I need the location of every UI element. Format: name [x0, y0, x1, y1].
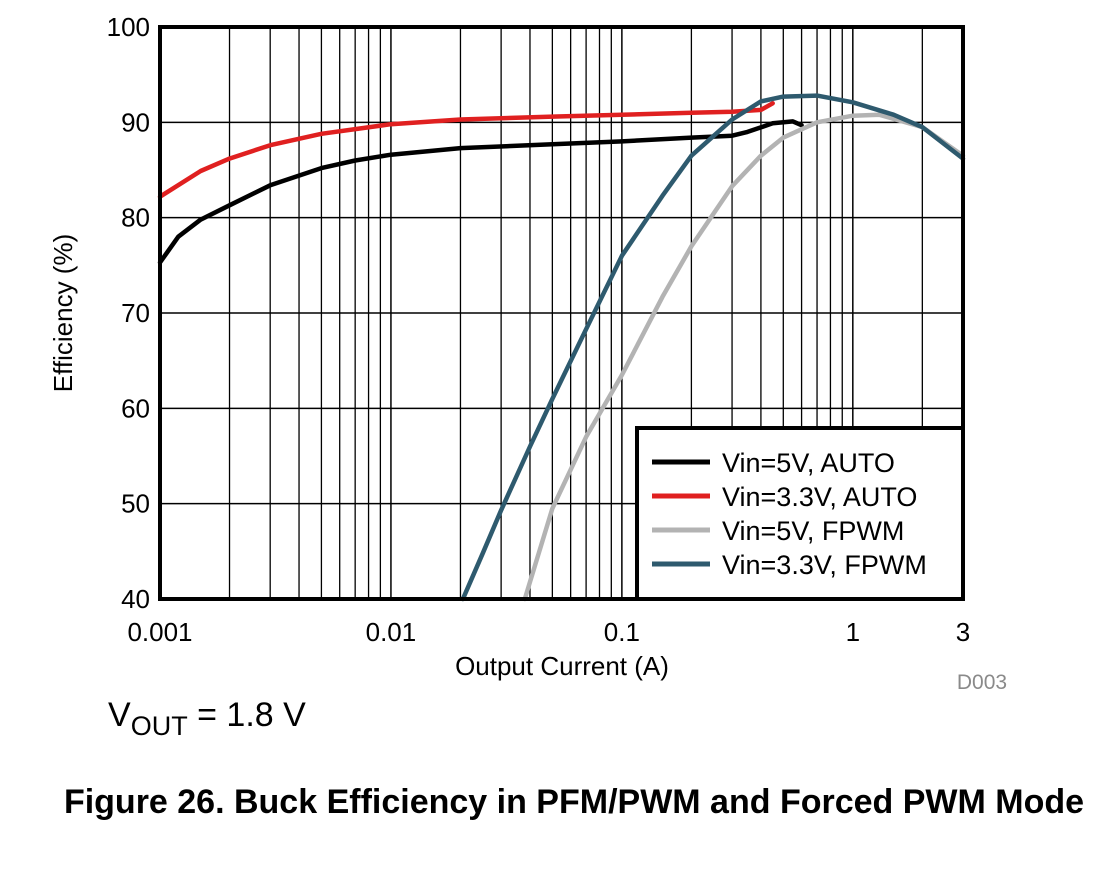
legend-label: Vin=3.3V, FPWM: [722, 550, 927, 580]
legend-box: [635, 426, 965, 601]
figure-caption: Figure 26. Buck Efficiency in PFM/PWM an…: [63, 783, 1085, 821]
legend-label: Vin=3.3V, AUTO: [722, 482, 917, 512]
legend: Vin=5V, AUTO Vin=3.3V, AUTO Vin=5V, FPWM Vi…: [635, 426, 965, 601]
y-tick-label: 100: [107, 12, 150, 42]
x-tick-label: 0.001: [127, 617, 192, 647]
y-tick-label: 80: [121, 203, 150, 233]
y-tick-label: 50: [121, 489, 150, 519]
x-tick-label: 3: [956, 617, 970, 647]
series-line-3: [522, 112, 966, 602]
y-axis-title: Efficiency (%): [48, 234, 78, 392]
series-line-4: [460, 93, 966, 602]
y-tick-label: 90: [121, 107, 150, 137]
output-voltage-condition: VOUT = 1.8 V: [108, 696, 306, 742]
efficiency-chart: 0.001 0.01 0.1 1 3 40 50 60 70 80 90 100 Output Cu…: [48, 12, 1007, 694]
condition-subscript: OUT: [130, 711, 188, 741]
legend-label: Vin=5V, FPWM: [722, 516, 904, 546]
x-tick-label: 0.01: [366, 617, 417, 647]
y-tick-label: 40: [121, 584, 150, 614]
series-layer: [157, 93, 966, 602]
plot-frame: [158, 25, 965, 601]
condition-prefix: V: [108, 696, 131, 734]
x-tick-labels: 0.001 0.01 0.1 1 3: [127, 617, 970, 647]
figure-code-label: D003: [957, 671, 1007, 694]
y-tick-labels: 40 50 60 70 80 90 100: [107, 12, 150, 614]
x-tick-label: 0.1: [604, 617, 640, 647]
x-axis-title: Output Current (A): [455, 651, 669, 681]
y-tick-label: 70: [121, 298, 150, 328]
x-tick-label: 1: [846, 617, 860, 647]
y-tick-label: 60: [121, 393, 150, 423]
legend-label: Vin=5V, AUTO: [722, 448, 895, 478]
series-line-1: [157, 119, 804, 265]
condition-value: = 1.8 V: [187, 696, 306, 734]
series-line-2: [157, 101, 775, 199]
